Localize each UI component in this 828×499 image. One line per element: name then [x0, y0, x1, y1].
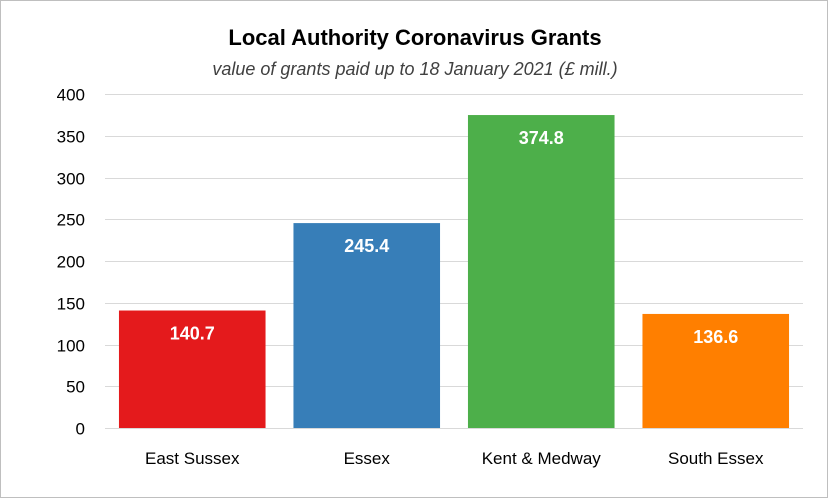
y-tick-label: 200: [57, 253, 85, 272]
data-labels: 140.7 245.4 374.8 136.6: [170, 128, 739, 347]
bars: [118, 115, 790, 429]
category-label: South Essex: [668, 449, 764, 468]
y-tick-label: 100: [57, 337, 85, 356]
bar: [118, 310, 266, 428]
y-tick-label: 300: [57, 170, 85, 189]
x-axis-categories: East Sussex Essex Kent & Medway South Essex: [145, 449, 764, 468]
y-tick-label: 50: [66, 378, 85, 397]
chart-title: Local Authority Coronavirus Grants: [228, 25, 601, 50]
data-label: 374.8: [519, 128, 564, 148]
bar: [293, 223, 441, 428]
y-tick-label: 400: [57, 86, 85, 105]
y-axis-ticks: 0 50 100 150 200 250 300 350 400: [57, 86, 85, 439]
category-label: Essex: [344, 449, 391, 468]
chart-subtitle: value of grants paid up to 18 January 20…: [212, 59, 617, 79]
y-tick-label: 0: [76, 420, 85, 439]
category-label: East Sussex: [145, 449, 240, 468]
data-label: 140.7: [170, 324, 215, 344]
data-label: 245.4: [344, 236, 389, 256]
y-tick-label: 250: [57, 211, 85, 230]
category-label: Kent & Medway: [482, 449, 602, 468]
bar: [642, 313, 790, 428]
y-tick-label: 150: [57, 295, 85, 314]
y-tick-label: 350: [57, 128, 85, 147]
data-label: 136.6: [693, 327, 738, 347]
bar: [467, 115, 615, 429]
